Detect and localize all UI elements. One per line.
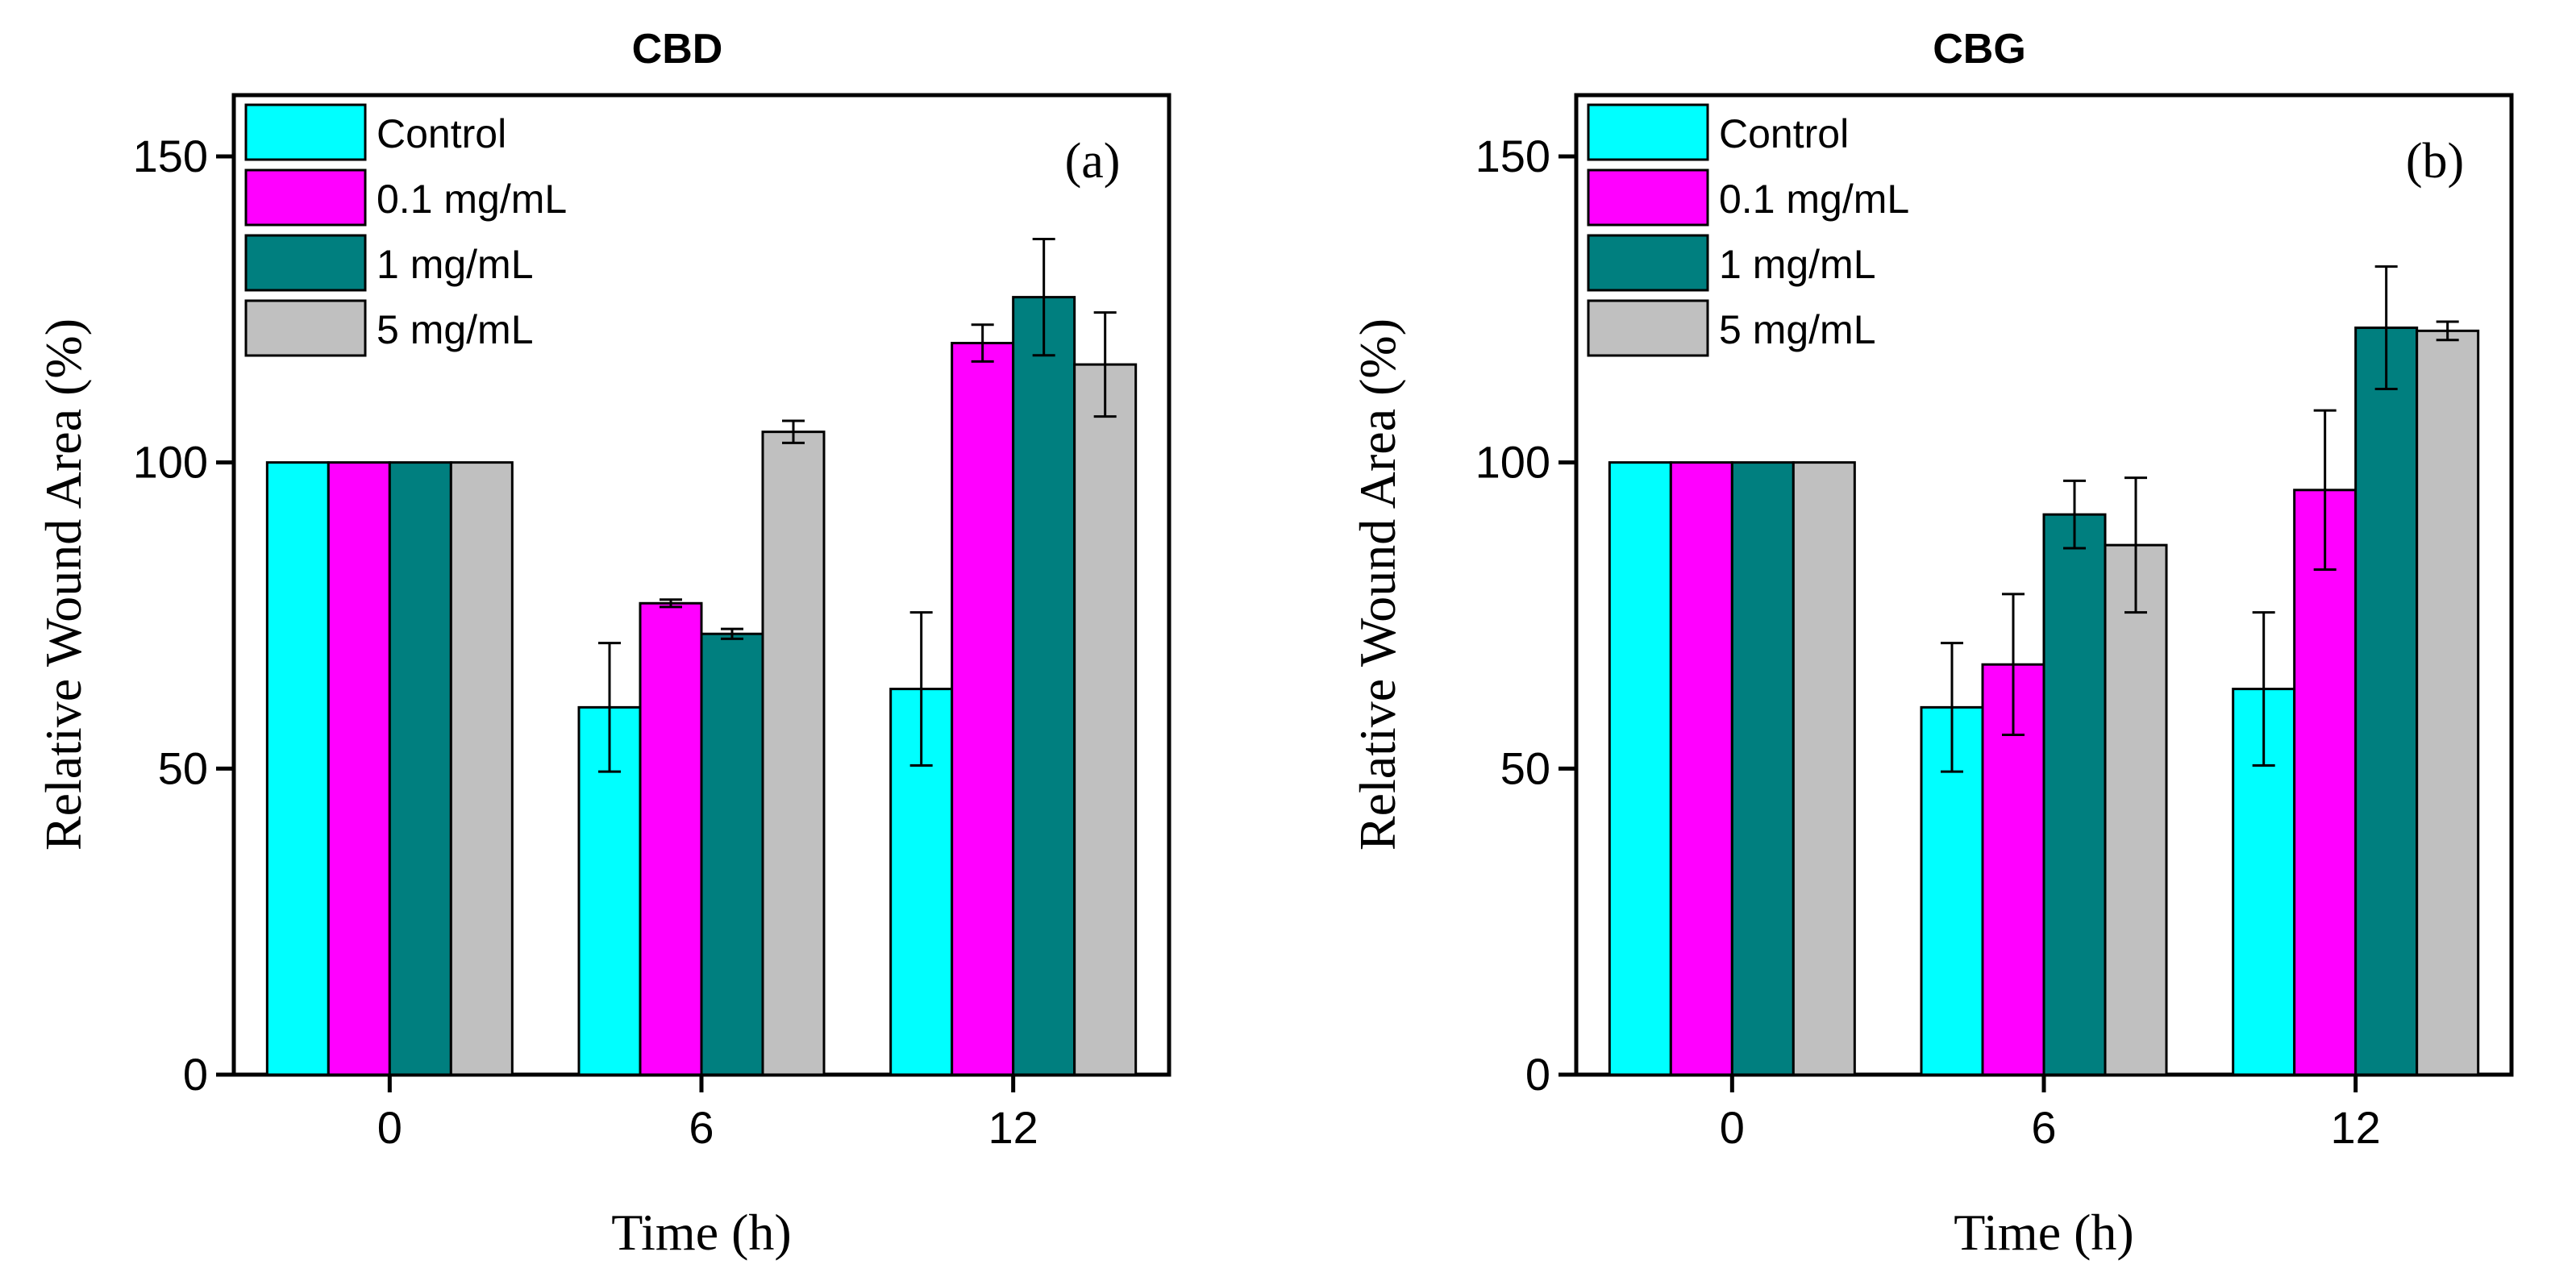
legend-item: 0.1 mg/mL — [244, 168, 567, 227]
error-bar — [782, 419, 805, 444]
legend-swatch — [244, 234, 367, 292]
legend-label: 0.1 mg/mL — [377, 177, 567, 222]
x-tick-label: 0 — [1720, 1102, 1745, 1153]
x-axis: 0 6 12 — [377, 1075, 1038, 1153]
chart-title: CBD — [632, 26, 723, 73]
legend-label: 1 mg/mL — [377, 242, 534, 287]
panel-label: (a) — [1065, 134, 1121, 189]
legend-swatch — [1587, 168, 1709, 227]
legend-swatch — [244, 168, 367, 227]
bar-5-mg-ml-t6 — [2104, 543, 2168, 1076]
legend-swatch — [1587, 103, 1709, 161]
bar-0-1-mg-ml-t12 — [2293, 489, 2358, 1076]
legend-swatch — [1587, 234, 1709, 292]
chart-title: CBG — [1933, 26, 2026, 73]
x-axis: 0 6 12 — [1720, 1075, 2381, 1153]
error-bar — [971, 323, 994, 363]
y-axis: 0 50 100 150 — [133, 131, 234, 1100]
error-bar — [2252, 611, 2275, 767]
bar-5-mg-ml-t12 — [1073, 363, 1138, 1076]
bar-1-mg-ml-t0 — [1730, 461, 1795, 1076]
bar-0-1-mg-ml-t12 — [951, 342, 1015, 1076]
panel-label: (b) — [2406, 134, 2464, 189]
bar-5-mg-ml-t6 — [761, 431, 826, 1076]
y-tick-label: 50 — [1500, 742, 1550, 793]
y-axis-label: Relative Wound Area (%) — [35, 318, 92, 851]
bar-control-t0 — [1608, 461, 1672, 1076]
error-bar — [1093, 311, 1117, 418]
error-bar — [2374, 265, 2398, 390]
y-tick-label: 150 — [133, 131, 208, 181]
error-bar — [1032, 237, 1055, 357]
chart-panel-cbd: CBD 0 50 100 150 0 6 12 Control 0.1 mg/mL 1 mg/… — [35, 26, 1171, 1261]
x-tick-label: 12 — [2331, 1102, 2381, 1153]
error-bar — [2002, 593, 2025, 737]
legend-label: Control — [1719, 111, 1849, 156]
legend-swatch — [1587, 299, 1709, 357]
legend-label: 0.1 mg/mL — [1719, 177, 1909, 222]
bar-0-1-mg-ml-t0 — [1669, 461, 1733, 1076]
x-tick-label: 6 — [2031, 1102, 2056, 1153]
legend-label: 1 mg/mL — [1719, 242, 1876, 287]
y-tick-label: 0 — [1525, 1049, 1550, 1100]
error-bars — [1941, 265, 2459, 773]
legend-item: Control — [244, 103, 506, 161]
error-bars — [598, 237, 1117, 773]
error-bar — [1941, 642, 1963, 773]
legend-item: Control — [1587, 103, 1849, 161]
bar-5-mg-ml-t0 — [449, 461, 514, 1076]
error-bar — [721, 627, 743, 640]
y-tick-label: 100 — [133, 437, 208, 488]
y-axis-label: Relative Wound Area (%) — [1349, 318, 1406, 851]
bar-0-1-mg-ml-t0 — [327, 461, 391, 1076]
error-bar — [909, 611, 933, 767]
error-bar — [2313, 409, 2337, 572]
chart-panel-cbg: CBG 0 50 100 150 0 6 12 Control 0.1 mg/mL 1 mg/… — [1349, 26, 2514, 1261]
legend-swatch — [244, 103, 367, 161]
x-tick-label: 6 — [689, 1102, 714, 1153]
bar-1-mg-ml-t12 — [1012, 296, 1076, 1076]
bar-0-1-mg-ml-t6 — [639, 601, 703, 1076]
error-bar — [2063, 479, 2086, 550]
legend-item: 1 mg/mL — [244, 234, 534, 292]
bar-control-t0 — [265, 461, 330, 1076]
y-tick-label: 50 — [158, 742, 208, 793]
bar-5-mg-ml-t12 — [2416, 329, 2480, 1076]
x-tick-label: 12 — [988, 1102, 1038, 1153]
legend: Control 0.1 mg/mL 1 mg/mL 5 mg/mL — [244, 103, 567, 357]
x-axis-label: Time (h) — [611, 1204, 791, 1261]
error-bar — [660, 598, 682, 609]
legend-item: 5 mg/mL — [1587, 299, 1876, 357]
bar-1-mg-ml-t0 — [388, 461, 452, 1076]
bar-5-mg-ml-t0 — [1792, 461, 1856, 1076]
legend-item: 5 mg/mL — [244, 299, 534, 357]
legend-label: 5 mg/mL — [377, 307, 534, 352]
bar-1-mg-ml-t12 — [2354, 327, 2419, 1076]
legend-item: 0.1 mg/mL — [1587, 168, 1909, 227]
y-tick-label: 100 — [1475, 437, 1550, 488]
legend-label: Control — [377, 111, 506, 156]
y-tick-label: 0 — [183, 1049, 208, 1100]
y-axis: 0 50 100 150 — [1475, 131, 1576, 1100]
y-tick-label: 150 — [1475, 131, 1550, 181]
legend-item: 1 mg/mL — [1587, 234, 1876, 292]
bar-1-mg-ml-t6 — [2042, 513, 2107, 1076]
x-axis-label: Time (h) — [1954, 1204, 2133, 1261]
legend: Control 0.1 mg/mL 1 mg/mL 5 mg/mL — [1587, 103, 1909, 357]
error-bar — [2436, 320, 2459, 342]
error-bar — [598, 642, 621, 773]
bar-1-mg-ml-t6 — [700, 632, 764, 1076]
error-bar — [2124, 476, 2147, 614]
bars — [1608, 327, 2480, 1076]
x-tick-label: 0 — [377, 1102, 402, 1153]
bars — [265, 296, 1138, 1076]
legend-label: 5 mg/mL — [1719, 307, 1876, 352]
legend-swatch — [244, 299, 367, 357]
